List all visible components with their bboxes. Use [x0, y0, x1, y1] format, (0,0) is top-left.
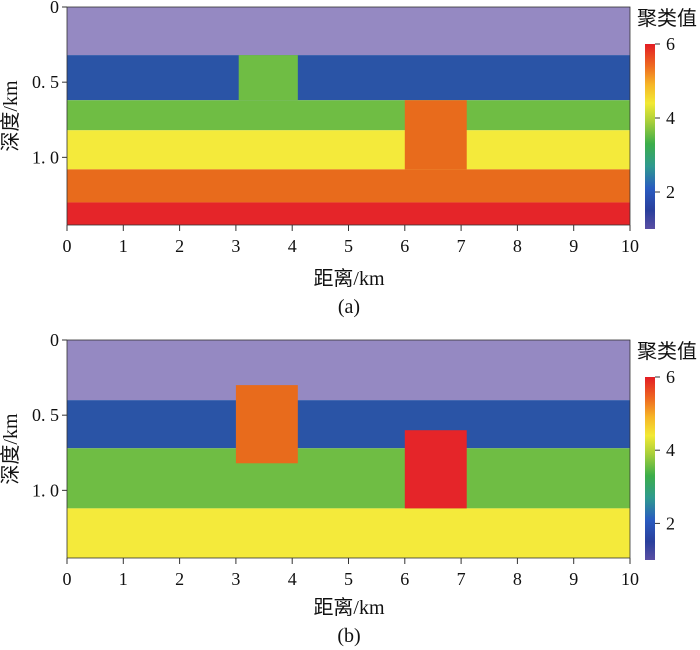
x-tick-label: 0: [63, 236, 72, 256]
y-axis-label-b: 深度/km: [0, 413, 22, 485]
x-tick-label: 4: [288, 569, 297, 589]
region-layer-3: [67, 100, 630, 130]
y-tick-label: 0: [50, 0, 59, 17]
region-layer-6: [67, 202, 630, 225]
colorbar-tick-label: 6: [666, 367, 675, 387]
region-layer-4: [67, 130, 630, 169]
plot-area-b: [67, 340, 630, 558]
x-tick-label: 7: [457, 236, 466, 256]
x-tick-label: 6: [400, 236, 409, 256]
x-tick-label: 2: [175, 236, 184, 256]
x-axis-a: 0 1 2 3 4 5 6 7 8 9 10: [63, 225, 640, 256]
panel-label-b: (b): [337, 625, 360, 647]
x-tick-label: 0: [63, 569, 72, 589]
x-axis-label-a: 距离/km: [313, 267, 385, 290]
region-block-a2: [405, 100, 467, 169]
colorbar-ticks-b: 2 4 6: [655, 367, 675, 533]
x-tick-label: 8: [513, 569, 522, 589]
x-tick-label: 2: [175, 569, 184, 589]
region-block-b1: [236, 385, 298, 463]
x-tick-label: 10: [621, 569, 639, 589]
region-layer-5: [67, 169, 630, 202]
region-block-a1: [239, 55, 298, 100]
x-tick-label: 4: [288, 236, 297, 256]
x-tick-label: 8: [513, 236, 522, 256]
region-layer-1: [67, 7, 630, 55]
y-tick-label: 0: [50, 330, 59, 350]
region-layer-3: [67, 448, 630, 508]
x-axis-label-b: 距离/km: [313, 596, 385, 619]
region-block-b2: [405, 430, 467, 508]
colorbar-title-a: 聚类值: [637, 7, 697, 30]
x-tick-label: 3: [231, 569, 240, 589]
colorbar-tick-label: 4: [666, 440, 675, 460]
x-tick-label: 9: [569, 569, 578, 589]
panel-a: 0 1 2 3 4 5 6 7 8 9 10 0 0. 5 1. 0 距离/km (a) 深度/km 聚…: [0, 0, 697, 318]
x-tick-label: 7: [457, 569, 466, 589]
colorbar-b: [645, 377, 655, 560]
y-tick-label: 0. 5: [32, 405, 59, 425]
colorbar-title-b: 聚类值: [637, 340, 697, 363]
colorbar-ticks-a: 2 4 6: [655, 34, 675, 202]
y-tick-label: 0. 5: [32, 72, 59, 92]
x-tick-label: 1: [119, 569, 128, 589]
colorbar-tick-label: 2: [666, 513, 675, 533]
colorbar-tick-label: 2: [666, 182, 675, 202]
x-tick-label: 6: [400, 569, 409, 589]
y-axis-label-a: 深度/km: [0, 80, 22, 152]
x-tick-label: 10: [621, 236, 639, 256]
y-tick-label: 1. 0: [32, 147, 59, 167]
panel-label-a: (a): [338, 296, 360, 318]
plot-area-a: [67, 7, 630, 225]
x-axis-b: 0 1 2 3 4 5 6 7 8 9 10: [63, 558, 640, 589]
colorbar-tick-label: 4: [666, 108, 675, 128]
y-axis-b: 0 0. 5 1. 0: [32, 330, 67, 500]
x-tick-label: 3: [231, 236, 240, 256]
y-axis-a: 0 0. 5 1. 0: [32, 0, 67, 167]
x-tick-label: 1: [119, 236, 128, 256]
y-tick-label: 1. 0: [32, 480, 59, 500]
region-layer-2: [67, 55, 630, 100]
colorbar-a: [645, 44, 655, 229]
region-layer-4: [67, 508, 630, 558]
region-layer-2: [67, 400, 630, 448]
region-layer-1: [67, 340, 630, 400]
colorbar-tick-label: 6: [666, 34, 675, 54]
x-tick-label: 9: [569, 236, 578, 256]
panel-b: 0 1 2 3 4 5 6 7 8 9 10 0 0. 5 1. 0 距离/km (b) 深度/km 聚…: [0, 330, 697, 647]
x-tick-label: 5: [344, 569, 353, 589]
figure: 0 1 2 3 4 5 6 7 8 9 10 00. 51. 0 距离/km (a) 深度/km 聚…: [0, 0, 700, 650]
x-tick-label: 5: [344, 236, 353, 256]
